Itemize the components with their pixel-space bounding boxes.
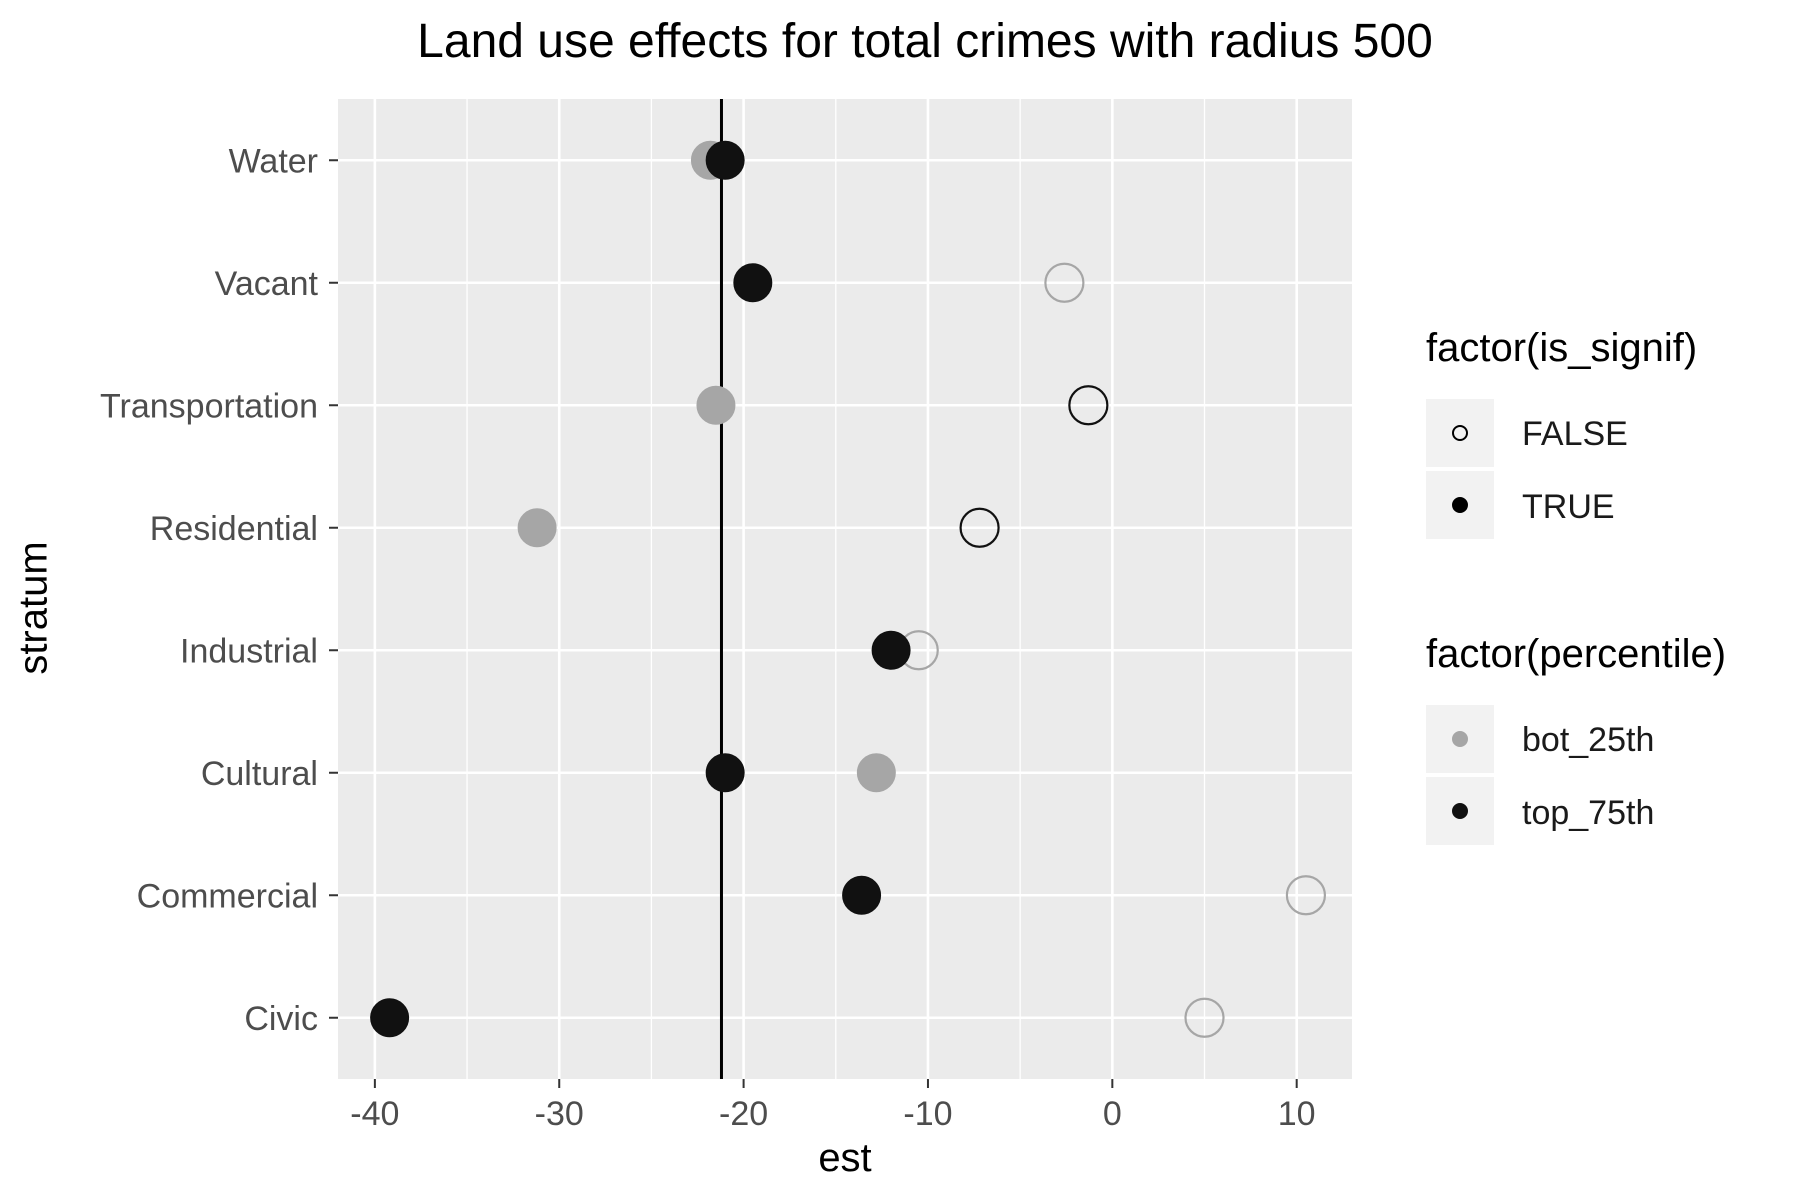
x-tick-label: -40 — [350, 1095, 399, 1133]
point-bot-25th-cultural — [856, 753, 896, 793]
data-points — [370, 140, 1327, 1038]
plot-panel — [338, 99, 1352, 1079]
legend-label-bot-25th: bot_25th — [1522, 721, 1655, 759]
legend — [1426, 399, 1494, 845]
x-tick-label: -30 — [535, 1095, 584, 1133]
y-tick-label: Civic — [244, 1000, 318, 1038]
y-tick-label: Water — [229, 142, 318, 180]
y-tick-label: Vacant — [215, 265, 319, 303]
y-tick-label: Commercial — [137, 877, 318, 915]
point-bot-25th-transportation — [696, 385, 736, 425]
y-tick-label: Residential — [150, 510, 318, 548]
legend-label-top-75th: top_75th — [1522, 794, 1655, 832]
legend-title-is-signif: factor(is_signif) — [1426, 326, 1698, 370]
y-axis: Water Vacant Transportation Residential Indu… — [100, 142, 338, 1038]
point-bot-25th-residential — [517, 508, 557, 548]
minor-grid — [466, 99, 1206, 1079]
legend-key-false — [1452, 425, 1468, 441]
y-tick-label: Transportation — [100, 387, 318, 425]
point-bot-25th-civic — [1184, 997, 1225, 1038]
point-top-75th-commercial — [842, 875, 882, 915]
point-top-75th-industrial — [871, 630, 911, 670]
point-bot-25th-vacant — [1044, 262, 1085, 303]
legend-label-false: FALSE — [1522, 415, 1628, 453]
point-bot-25th-commercial — [1285, 875, 1327, 916]
x-tick-label: 0 — [1103, 1095, 1122, 1133]
legend-title-percentile: factor(percentile) — [1426, 632, 1727, 676]
point-top-75th-transportation — [1068, 385, 1109, 426]
legend-label-true: TRUE — [1522, 488, 1615, 526]
legend-key-false-bg — [1426, 399, 1494, 467]
chart-title: Land use effects for total crimes with r… — [417, 15, 1433, 68]
x-tick-label: -20 — [719, 1095, 768, 1133]
point-top-75th-residential — [959, 507, 1000, 548]
point-top-75th-civic — [370, 998, 410, 1038]
legend-key-top-75th — [1452, 803, 1468, 819]
y-tick-label: Cultural — [201, 755, 318, 793]
point-top-75th-vacant — [733, 263, 773, 303]
point-top-75th-cultural — [705, 753, 745, 793]
x-tick-label: 10 — [1278, 1095, 1316, 1133]
legend-key-true — [1452, 497, 1468, 513]
x-tick-label: -10 — [903, 1095, 952, 1133]
legend-key-bot-25th — [1452, 731, 1468, 747]
point-top-75th-water — [705, 140, 745, 180]
y-tick-label: Industrial — [180, 632, 318, 670]
x-axis: -40 -30 -20 -10 0 10 — [350, 1079, 1316, 1133]
x-axis-label: est — [818, 1136, 872, 1180]
y-axis-label: stratum — [11, 541, 56, 675]
